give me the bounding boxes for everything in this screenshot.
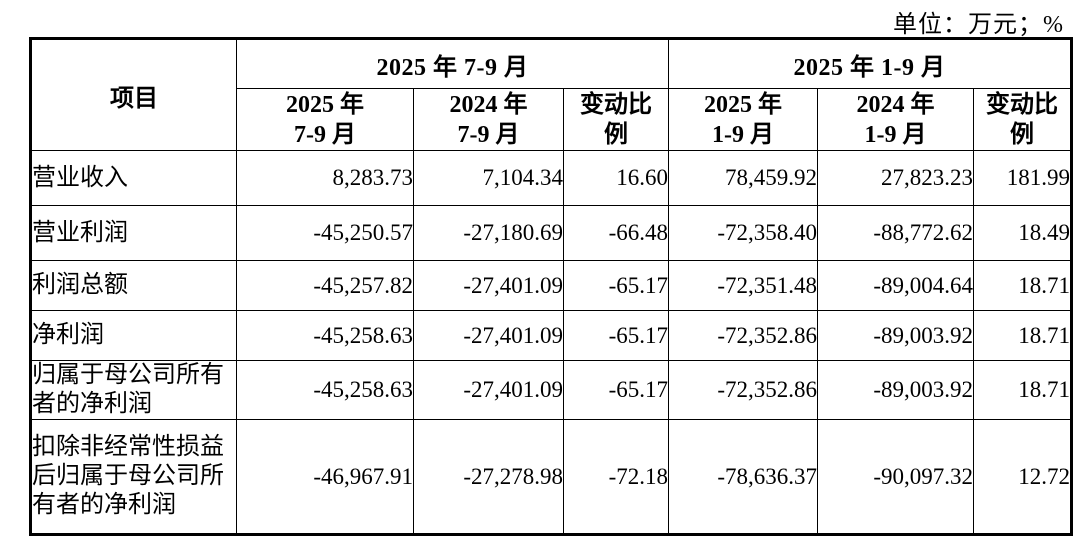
value-cell: -45,257.82 [236,260,414,311]
row-label: 净利润 [30,310,237,361]
table-row-total-profit: 利润总额 -45,257.82 -27,401.09 -65.17 -72,35… [30,260,1073,311]
value-cell: -78,636.37 [668,419,818,535]
value-cell: -72,358.40 [668,205,818,261]
value-cell: -89,003.92 [817,360,974,420]
value-cell: -89,004.64 [817,260,974,311]
table-row-operating-profit: 营业利润 -45,250.57 -27,180.69 -66.48 -72,35… [30,205,1073,261]
value-cell: 8,283.73 [236,150,414,206]
unit-note: 单位：万元；% [893,12,1064,38]
value-cell: -88,772.62 [817,205,974,261]
row-label: 利润总额 [30,260,237,311]
value-cell: -27,401.09 [413,360,564,420]
value-cell: -65.17 [563,260,669,311]
value-cell: 27,823.23 [817,150,974,206]
subheader-2025-ytd: 2025 年 1-9 月 [668,88,818,151]
group-header-2025-ytd: 2025 年 1-9 月 [667,38,1073,89]
subheader-2024-q3: 2024 年 7-9 月 [413,88,564,151]
value-cell: 7,104.34 [413,150,564,206]
value-cell: -46,967.91 [236,419,414,535]
value-cell: -72.18 [563,419,669,535]
value-cell: 78,459.92 [668,150,818,206]
subheader-ytd-change-ratio: 变动比 例 [972,88,1073,151]
value-cell: 18.71 [972,310,1073,361]
value-cell: -65.17 [563,310,669,361]
row-label: 归属于母公司所有者的净利润 [30,360,237,420]
table-header-group-row: 项目 2025 年 7-9 月 2025 年 1-9 月 [30,38,1073,151]
subheader-q3-change-ratio: 变动比 例 [563,88,669,151]
subheader-2024-ytd: 2024 年 1-9 月 [817,88,974,151]
value-cell: -45,258.63 [236,310,414,361]
item-column-header: 项目 [30,38,237,151]
row-label: 扣除非经常性损益后归属于母公司所有者的净利润 [30,419,237,535]
table-row-operating-revenue: 营业收入 8,283.73 7,104.34 16.60 78,459.92 2… [30,150,1073,206]
value-cell: -45,258.63 [236,360,414,420]
value-cell: -72,351.48 [668,260,818,311]
value-cell: -27,401.09 [413,310,564,361]
value-cell: 18.49 [972,205,1073,261]
table-row-net-profit-attributable-to-parent: 归属于母公司所有者的净利润 -45,258.63 -27,401.09 -65.… [30,360,1073,420]
value-cell: 18.71 [972,360,1073,420]
value-cell: -66.48 [563,205,669,261]
value-cell: -65.17 [563,360,669,420]
value-cell: 18.71 [972,260,1073,311]
value-cell: 12.72 [972,419,1073,535]
table-row-net-profit-excluding-nonrecurring: 扣除非经常性损益后归属于母公司所有者的净利润 -46,967.91 -27,27… [30,419,1073,535]
financial-summary-table: 项目 2025 年 7-9 月 2025 年 1-9 月 2025 年 7-9 … [29,37,1074,536]
value-cell: -90,097.32 [817,419,974,535]
subheader-2025-q3: 2025 年 7-9 月 [236,88,414,151]
value-cell: 16.60 [563,150,669,206]
value-cell: -27,180.69 [413,205,564,261]
group-header-2025-q3: 2025 年 7-9 月 [236,38,669,89]
row-label: 营业收入 [30,150,237,206]
row-label: 营业利润 [30,205,237,261]
value-cell: -45,250.57 [236,205,414,261]
value-cell: -27,278.98 [413,419,564,535]
value-cell: -72,352.86 [668,310,818,361]
value-cell: -72,352.86 [668,360,818,420]
value-cell: -89,003.92 [817,310,974,361]
value-cell: 181.99 [972,150,1073,206]
table-row-net-profit: 净利润 -45,258.63 -27,401.09 -65.17 -72,352… [30,310,1073,361]
value-cell: -27,401.09 [413,260,564,311]
